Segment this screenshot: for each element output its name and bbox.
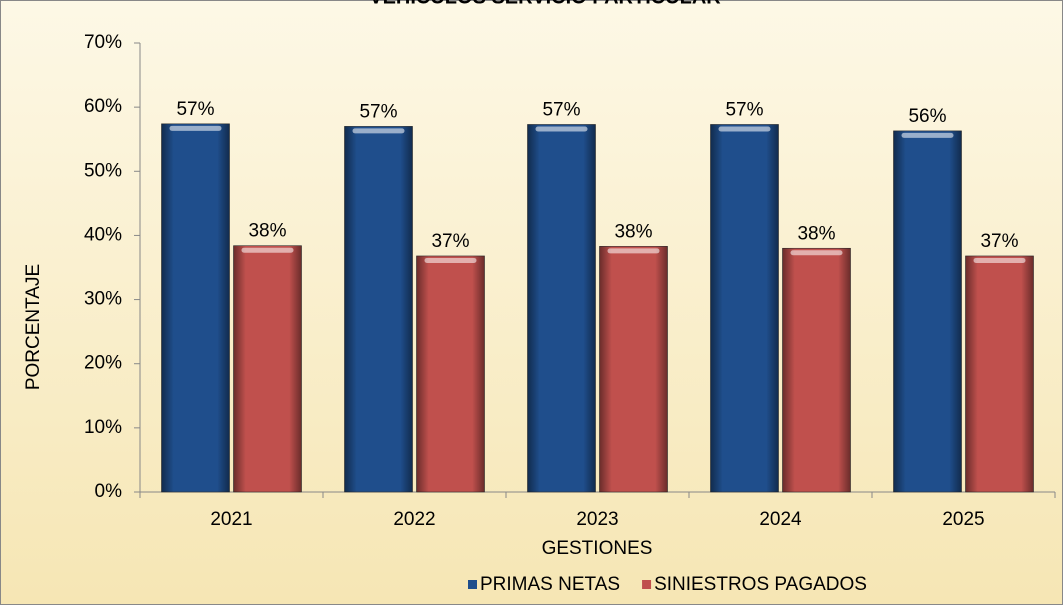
y-tick-label: 30% (84, 289, 122, 310)
bar-shade (161, 123, 230, 492)
y-tick-label: 20% (84, 353, 122, 374)
bar-highlight (607, 248, 660, 254)
data-label: 37% (431, 231, 469, 252)
x-tick-label: 2024 (759, 509, 802, 530)
bar-shade (893, 130, 962, 492)
x-tick-label: 2022 (393, 509, 435, 530)
bar-highlight (424, 257, 477, 263)
data-label: 38% (248, 221, 286, 242)
data-label: 37% (980, 231, 1018, 252)
bar-shade (599, 246, 668, 492)
bar-highlight (973, 257, 1026, 263)
chart-title: VEHÍCULOS SERVICIO PARTICULAR (369, 0, 721, 8)
bar-shade (710, 124, 779, 492)
bar-shade (527, 124, 596, 492)
y-tick-label: 50% (84, 160, 122, 181)
bar-highlight (535, 126, 588, 132)
bar-highlight (901, 132, 954, 138)
bar-shade (965, 255, 1034, 492)
x-axis-title: GESTIONES (542, 538, 653, 559)
y-axis-title: PORCENTAJE (23, 264, 44, 390)
bar-highlight (169, 125, 222, 131)
bar-highlight (790, 250, 843, 256)
data-label: 57% (725, 99, 763, 120)
data-label: 56% (908, 106, 946, 127)
data-label: 57% (542, 99, 580, 120)
bar-shade (416, 255, 485, 492)
data-label: 57% (359, 101, 397, 122)
data-label: 38% (614, 221, 652, 242)
data-label: 38% (797, 223, 835, 244)
y-tick-label: 10% (84, 417, 122, 438)
x-tick-label: 2021 (210, 509, 252, 530)
bar-highlight (352, 128, 405, 134)
legend-label: SINIESTROS PAGADOS (654, 574, 867, 595)
y-tick-label: 60% (84, 96, 122, 117)
y-tick-label: 70% (84, 32, 122, 53)
y-tick-label: 0% (95, 481, 123, 502)
x-tick-label: 2025 (942, 509, 984, 530)
bar-shade (233, 245, 302, 492)
bar-highlight (241, 247, 294, 253)
legend-label: PRIMAS NETAS (480, 574, 620, 595)
legend-swatch (468, 580, 477, 589)
bar-highlight (718, 126, 771, 132)
y-tick-label: 40% (84, 224, 122, 245)
bar-shade (782, 248, 851, 492)
x-tick-label: 2023 (576, 509, 618, 530)
data-label: 57% (176, 99, 214, 120)
legend-swatch (642, 580, 652, 589)
bar-shade (344, 126, 413, 492)
